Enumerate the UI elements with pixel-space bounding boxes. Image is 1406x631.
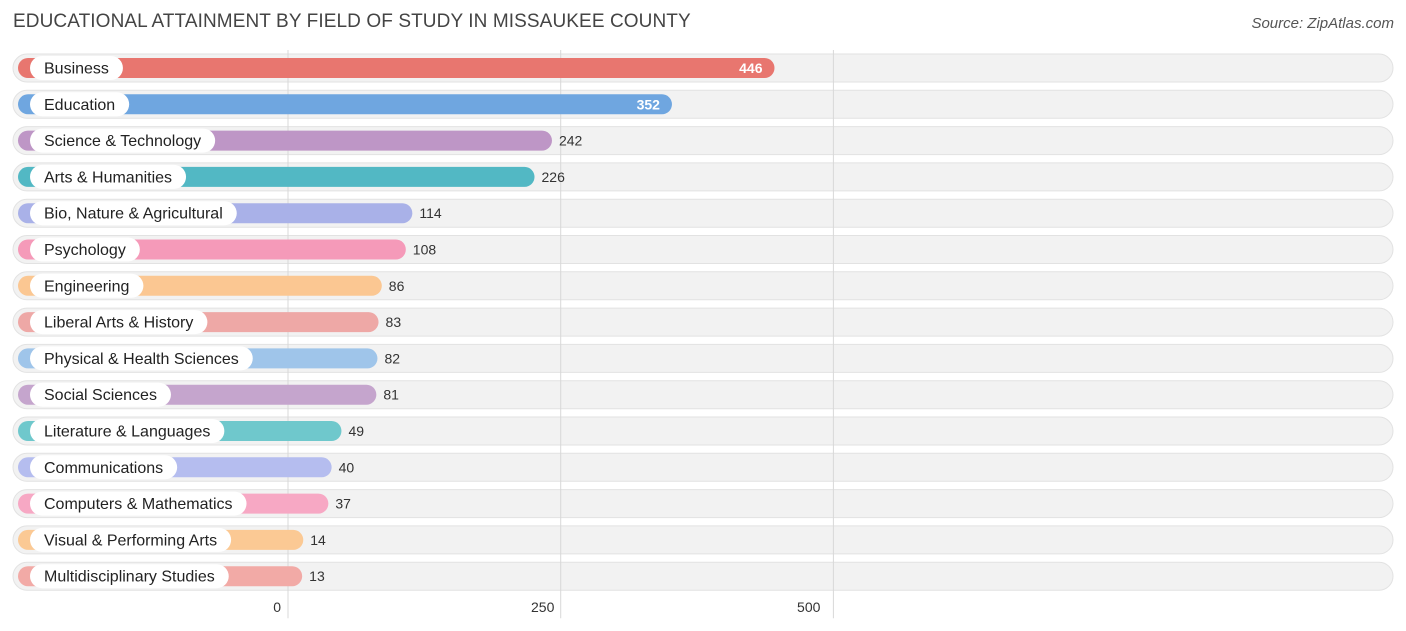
bar-label-pill: [30, 273, 144, 298]
x-tick-label: 0: [273, 599, 281, 615]
bar-category-label: Science & Technology: [44, 133, 201, 150]
bar-category-label: Literature & Languages: [44, 424, 210, 441]
bar-value-label: 242: [559, 133, 583, 149]
bar-label-pill: [30, 382, 171, 407]
bar-value-label: 40: [339, 459, 355, 475]
bar-value-label: 86: [389, 278, 405, 294]
bar-category-label: Business: [44, 61, 109, 78]
bar-category-label: Liberal Arts & History: [44, 315, 193, 332]
bar-value-label: 13: [309, 568, 325, 584]
bar-label-pill: [30, 564, 229, 589]
bar-label-pill: [30, 128, 216, 153]
row-track: [12, 561, 1394, 591]
bar-value-label: 83: [386, 314, 402, 330]
bar-value-label: 114: [419, 205, 442, 221]
bar-value-label: 81: [383, 387, 399, 403]
bar-label-pill: [30, 92, 130, 117]
bar-label-pill: [30, 527, 232, 552]
bar-label-pill: [30, 201, 237, 226]
bar-category-label: Engineering: [44, 278, 129, 295]
bar: [18, 94, 672, 115]
row-track: [12, 525, 1394, 555]
row-track: [12, 489, 1394, 519]
bar-value-label: 446: [739, 60, 763, 76]
bar-category-label: Multidisciplinary Studies: [44, 569, 215, 586]
source-note: Source: ZipAtlas.com: [1251, 15, 1394, 32]
bar-label-pill: [30, 491, 247, 516]
bar-value-label: 14: [310, 532, 326, 548]
bar-category-label: Social Sciences: [44, 387, 157, 404]
bar-category-label: Visual & Performing Arts: [44, 532, 217, 549]
bar-label-pill: [30, 419, 225, 443]
bar-value-label: 37: [335, 496, 351, 512]
bar-category-label: Arts & Humanities: [44, 169, 172, 186]
bar-label-pill: [30, 346, 253, 371]
bar-category-label: Communications: [44, 460, 163, 477]
row-track: [12, 416, 1394, 446]
bar-label-pill: [30, 455, 178, 480]
bar-value-label: 82: [384, 350, 400, 366]
bar: [18, 58, 775, 78]
chart-title: EDUCATIONAL ATTAINMENT BY FIELD OF STUDY…: [13, 11, 691, 32]
bar-value-label: 352: [637, 96, 661, 112]
bar-label-pill: [30, 56, 123, 80]
x-tick-label: 250: [531, 599, 555, 615]
bar-label-pill: [30, 164, 187, 189]
bar-category-label: Psychology: [44, 242, 126, 259]
bar-category-label: Education: [44, 97, 115, 114]
bar-category-label: Bio, Nature & Agricultural: [44, 206, 223, 223]
bar-label-pill: [30, 310, 208, 335]
row-track: [12, 452, 1394, 482]
bar-category-label: Physical & Health Sciences: [44, 351, 239, 368]
bar-label-pill: [30, 237, 140, 262]
bar-category-label: Computers & Mathematics: [44, 496, 233, 513]
bar-value-label: 226: [542, 169, 566, 185]
bar-value-label: 49: [348, 423, 364, 439]
bar-value-label: 108: [413, 242, 437, 258]
x-tick-label: 500: [797, 599, 821, 615]
